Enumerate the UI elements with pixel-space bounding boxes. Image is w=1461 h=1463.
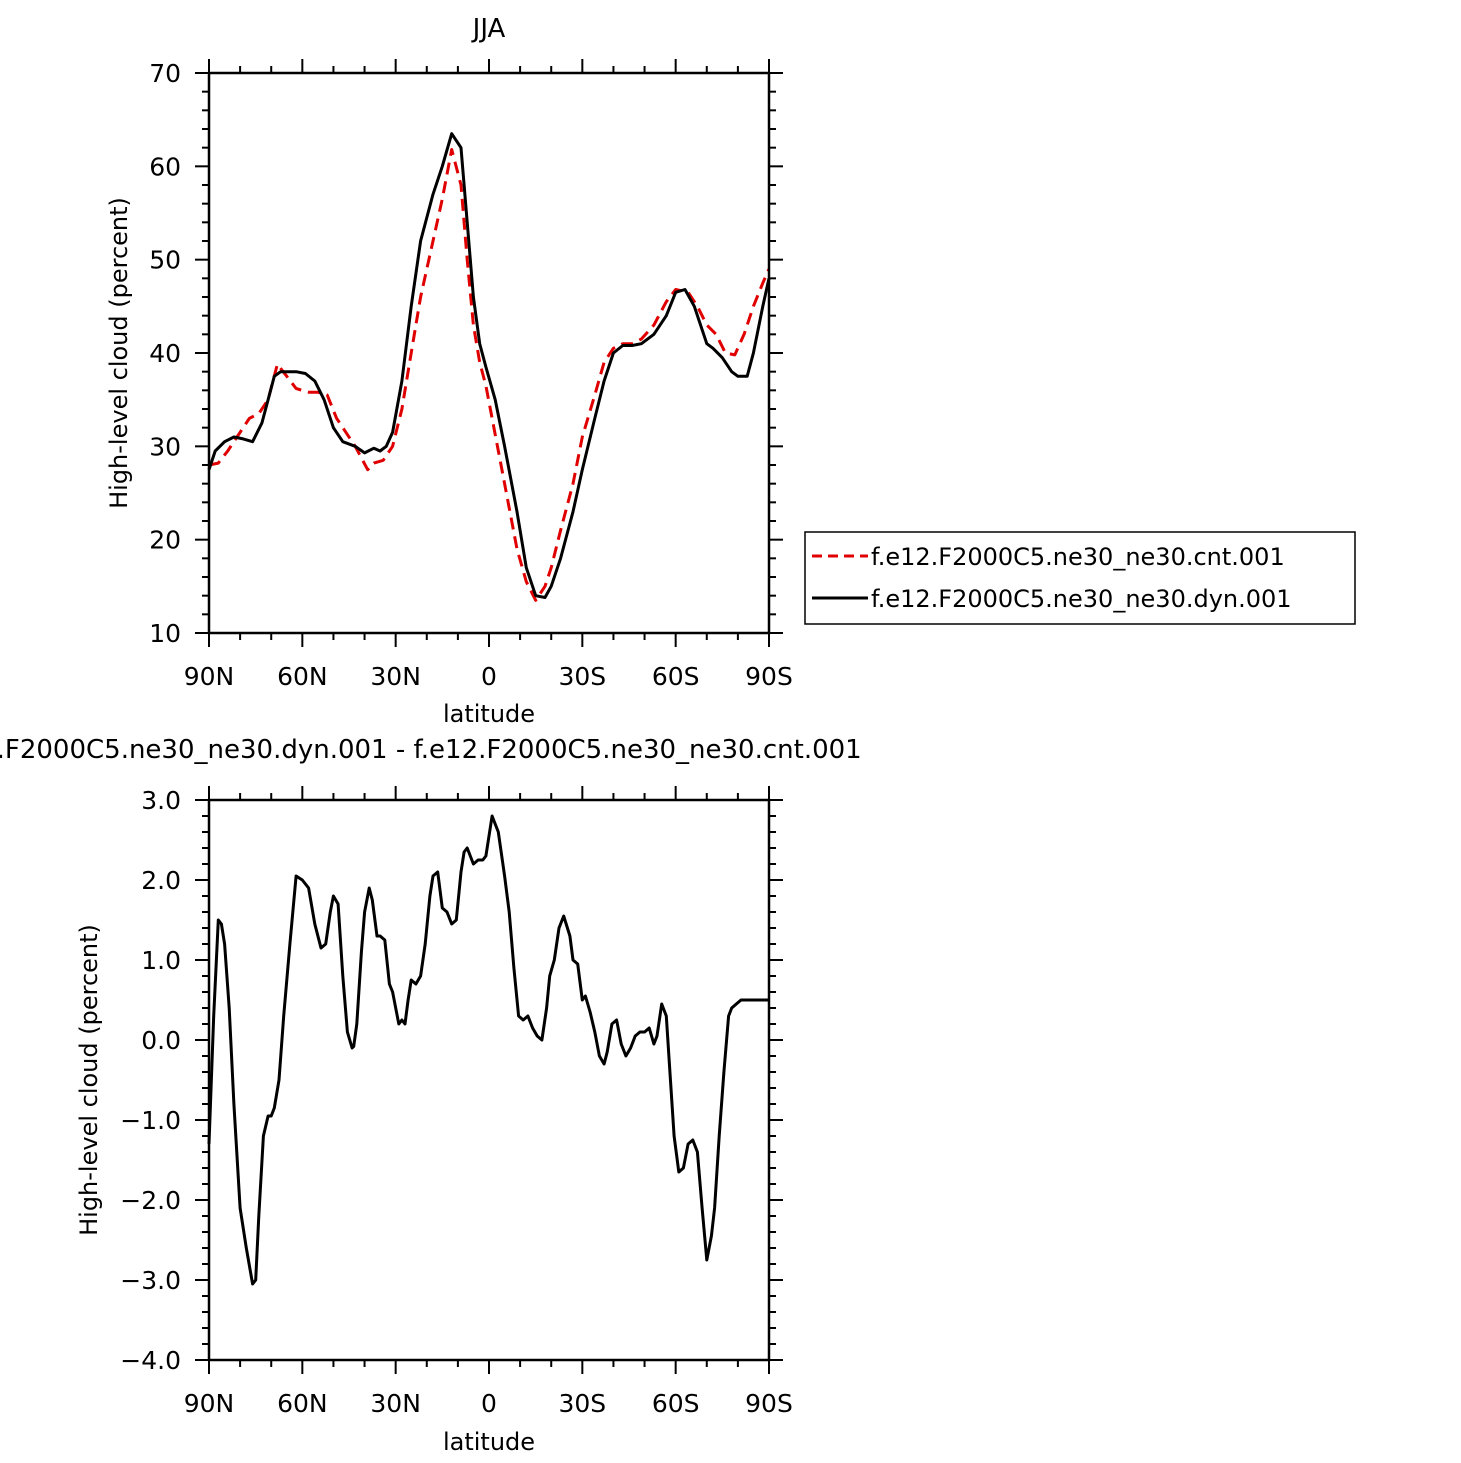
bottom-y-tick-label: 3.0	[141, 786, 181, 815]
top-chart-title: JJA	[471, 14, 506, 44]
bottom-y-tick-label: −1.0	[120, 1106, 181, 1135]
bottom-y-tick-label: 0.0	[141, 1026, 181, 1055]
bottom-x-tick-label: 60N	[277, 1389, 328, 1418]
top-x-tick-label: 30S	[558, 662, 606, 691]
top-y-tick-label: 50	[149, 246, 181, 275]
top-x-tick-label: 30N	[370, 662, 421, 691]
top-x-tick-label: 60S	[652, 662, 700, 691]
top-chart-ticks: 90N 60N 30N 0 30S 60S 90S 10 20 30 40 50 60 70	[149, 59, 793, 691]
bottom-y-tick-label: −3.0	[120, 1266, 181, 1295]
top-series-line-0	[208, 148, 771, 602]
top-y-tick-label: 10	[149, 619, 181, 648]
bottom-chart-title: f.e12.F2000C5.ne30_ne30.dyn.001 - f.e12.…	[0, 735, 862, 765]
top-x-tick-label: 60N	[277, 662, 328, 691]
bottom-chart-y-axis-label: High-level cloud (percent)	[75, 924, 103, 1236]
legend-label-dyn: f.e12.F2000C5.ne30_ne30.dyn.001	[871, 585, 1292, 613]
top-series-line-1	[207, 132, 771, 599]
top-x-tick-label: 90N	[184, 662, 235, 691]
bottom-series-line-0	[207, 814, 769, 1286]
top-y-tick-label: 20	[149, 526, 181, 555]
top-chart-y-axis-label: High-level cloud (percent)	[105, 197, 133, 509]
top-x-tick-label: 0	[481, 662, 497, 691]
bottom-chart-series	[207, 814, 769, 1286]
top-chart: JJA 90N 60N 30N 0 30S 60S 90S 10 20 30 40 50 60 70 la…	[105, 14, 793, 728]
bottom-y-tick-label: −4.0	[120, 1346, 181, 1375]
bottom-chart-ticks: 90N 60N 30N 0 30S 60S 90S 3.0 2.0 1.0 0.0 −1.0 −2.0 −…	[120, 786, 793, 1418]
bottom-x-tick-label: 0	[481, 1389, 497, 1418]
top-chart-frame	[207, 71, 771, 635]
bottom-x-tick-label: 90N	[184, 1389, 235, 1418]
top-x-tick-label: 90S	[745, 662, 793, 691]
top-y-tick-label: 30	[149, 432, 181, 461]
bottom-x-tick-label: 60S	[652, 1389, 700, 1418]
legend: f.e12.F2000C5.ne30_ne30.cnt.001 f.e12.F2…	[804, 531, 1356, 625]
legend-label-cnt: f.e12.F2000C5.ne30_ne30.cnt.001	[871, 543, 1285, 571]
top-chart-x-axis-label: latitude	[443, 700, 535, 728]
bottom-x-tick-label: 90S	[745, 1389, 793, 1418]
bottom-chart-frame	[207, 798, 771, 1362]
bottom-y-tick-label: 2.0	[141, 866, 181, 895]
top-y-tick-label: 60	[149, 152, 181, 181]
top-y-tick-label: 70	[149, 59, 181, 88]
bottom-chart: f.e12.F2000C5.ne30_ne30.dyn.001 - f.e12.…	[0, 735, 862, 1456]
bottom-y-tick-label: 1.0	[141, 946, 181, 975]
top-y-tick-label: 40	[149, 339, 181, 368]
bottom-chart-x-axis-label: latitude	[443, 1428, 535, 1456]
bottom-y-tick-label: −2.0	[120, 1186, 181, 1215]
bottom-x-tick-label: 30N	[370, 1389, 421, 1418]
legend-box	[804, 531, 1356, 625]
top-chart-series	[207, 132, 771, 602]
bottom-x-tick-label: 30S	[558, 1389, 606, 1418]
